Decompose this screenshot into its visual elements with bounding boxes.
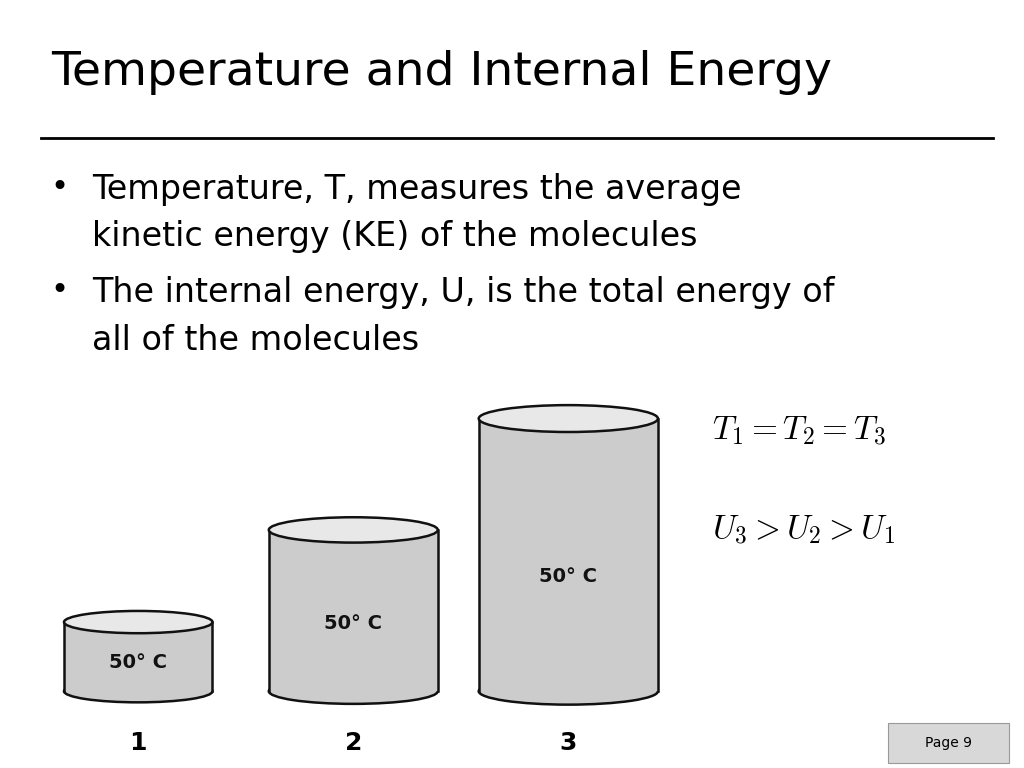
Ellipse shape [268,679,438,703]
Polygon shape [268,530,438,691]
Text: Temperature, T, measures the average: Temperature, T, measures the average [92,173,741,206]
Text: Temperature and Internal Energy: Temperature and Internal Energy [51,50,833,95]
Text: 1: 1 [129,731,147,755]
Text: 50° C: 50° C [110,653,167,672]
Ellipse shape [479,677,658,705]
Ellipse shape [268,518,438,542]
Text: 50° C: 50° C [540,568,597,586]
Text: $\mathit{U}_{3} > \mathit{U}_{2} > \mathit{U}_{1}$: $\mathit{U}_{3} > \mathit{U}_{2} > \math… [712,514,895,546]
Ellipse shape [65,680,213,702]
Text: kinetic energy (KE) of the molecules: kinetic energy (KE) of the molecules [92,220,697,253]
Text: The internal energy, U, is the total energy of: The internal energy, U, is the total ene… [92,276,835,310]
Text: Page 9: Page 9 [925,736,972,750]
Text: 2: 2 [345,731,361,755]
Polygon shape [479,419,658,691]
FancyBboxPatch shape [888,723,1009,763]
Text: 3: 3 [560,731,577,755]
Ellipse shape [479,406,658,432]
Text: 50° C: 50° C [325,614,382,633]
Ellipse shape [65,611,213,633]
Text: $\mathit{T}_{1} = \mathit{T}_{2} = \mathit{T}_{3}$: $\mathit{T}_{1} = \mathit{T}_{2} = \math… [712,414,886,446]
Text: all of the molecules: all of the molecules [92,324,419,357]
Polygon shape [65,622,213,691]
Text: •: • [50,276,69,306]
Text: •: • [50,173,69,202]
